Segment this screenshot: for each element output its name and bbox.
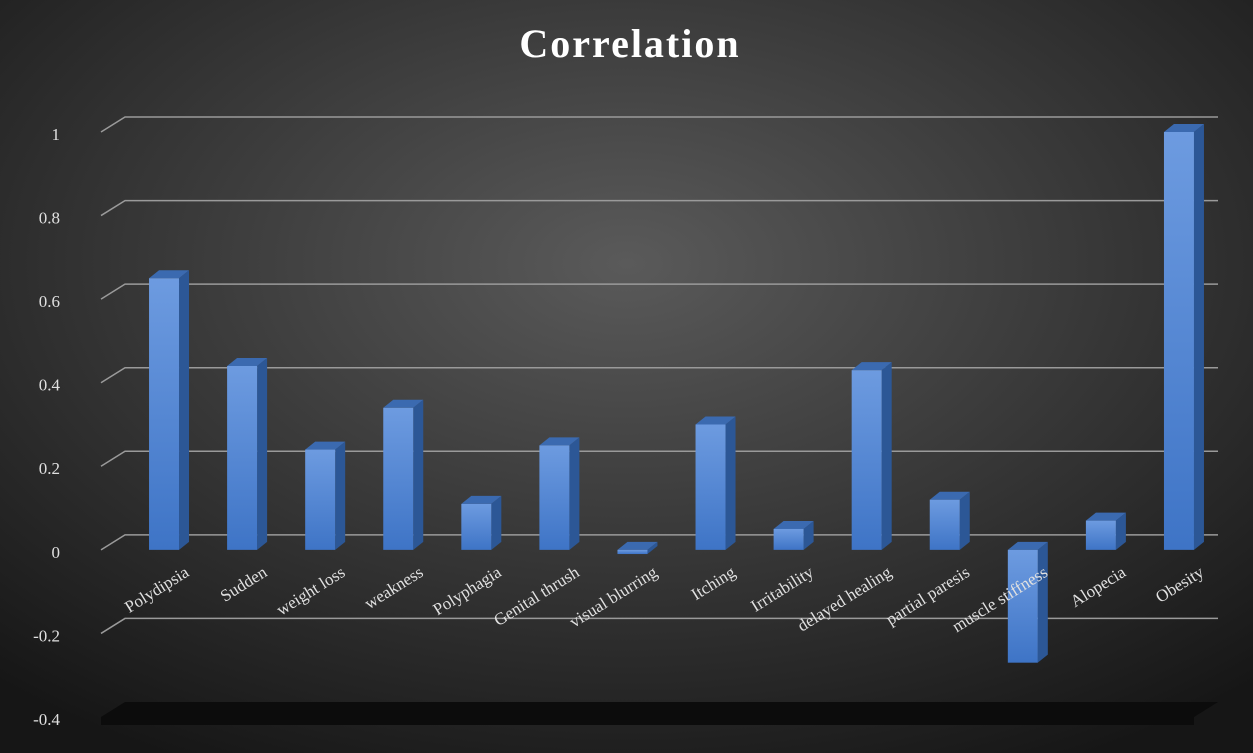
bar [1085,512,1126,550]
bar [851,362,892,550]
y-tick-label: 0 [52,543,61,562]
bar-top [695,416,736,425]
bar-front [695,424,726,550]
bar-top [539,437,580,446]
bar [1007,541,1048,663]
bar-front [617,549,648,555]
bar [929,491,970,550]
bar-front [305,449,336,550]
bar-top [149,270,190,279]
bar-side [413,399,424,550]
bar-front [1085,520,1116,550]
bar-front [1163,132,1194,550]
bar-front [383,407,414,550]
y-tick-label: 0.4 [39,376,61,395]
bar-side [179,270,190,550]
grid-line [100,366,1218,384]
y-tick-label: 0.6 [39,292,60,311]
bar-top [617,541,658,550]
y-tick-label: 1 [52,125,61,144]
bar-side [725,416,736,550]
bar [773,520,814,550]
bar-side [803,520,814,550]
y-tick-label: 0.2 [39,459,60,478]
bar-side [647,541,658,555]
bar [149,270,190,550]
bar-top [773,520,814,529]
bar [617,541,658,555]
grid-line [100,283,1218,300]
bar-side [335,441,346,550]
y-tick-label: 0.8 [39,208,60,227]
bar [305,441,346,550]
bar-top [1085,512,1126,521]
bar [383,399,424,550]
bar-front [227,366,258,550]
bar-side [569,437,580,550]
bar-front [461,503,492,550]
bar [539,437,580,550]
bar-side [1115,512,1126,550]
bar-front [1007,549,1038,663]
bar-side [1037,541,1048,663]
y-tick-label: -0.4 [33,710,60,729]
floor [101,702,1218,725]
bar-side [257,358,268,550]
bar [461,495,502,550]
bar-side [959,491,970,550]
bar-top [929,491,970,500]
grid-line [100,617,1218,635]
bar-front [539,445,570,550]
y-tick-label: -0.2 [33,626,60,645]
bar-side [1193,124,1204,550]
bar-top [461,495,502,504]
bar-top [305,441,346,450]
bar-top [227,358,268,366]
grid-line [100,116,1218,133]
bar-side [881,362,892,550]
bar-front [149,278,180,550]
bar [1163,124,1204,550]
bar-front [929,499,960,550]
bar-front [851,370,882,550]
bar-top [1007,541,1048,550]
bar-top [851,362,892,371]
bar-top [1163,124,1204,132]
chart-title: Correlation [519,21,740,66]
bar [695,416,736,550]
bar-front [773,528,804,550]
grid-line [100,199,1218,217]
bar-top [383,399,424,408]
bar-side [491,495,502,550]
bar [227,358,268,550]
